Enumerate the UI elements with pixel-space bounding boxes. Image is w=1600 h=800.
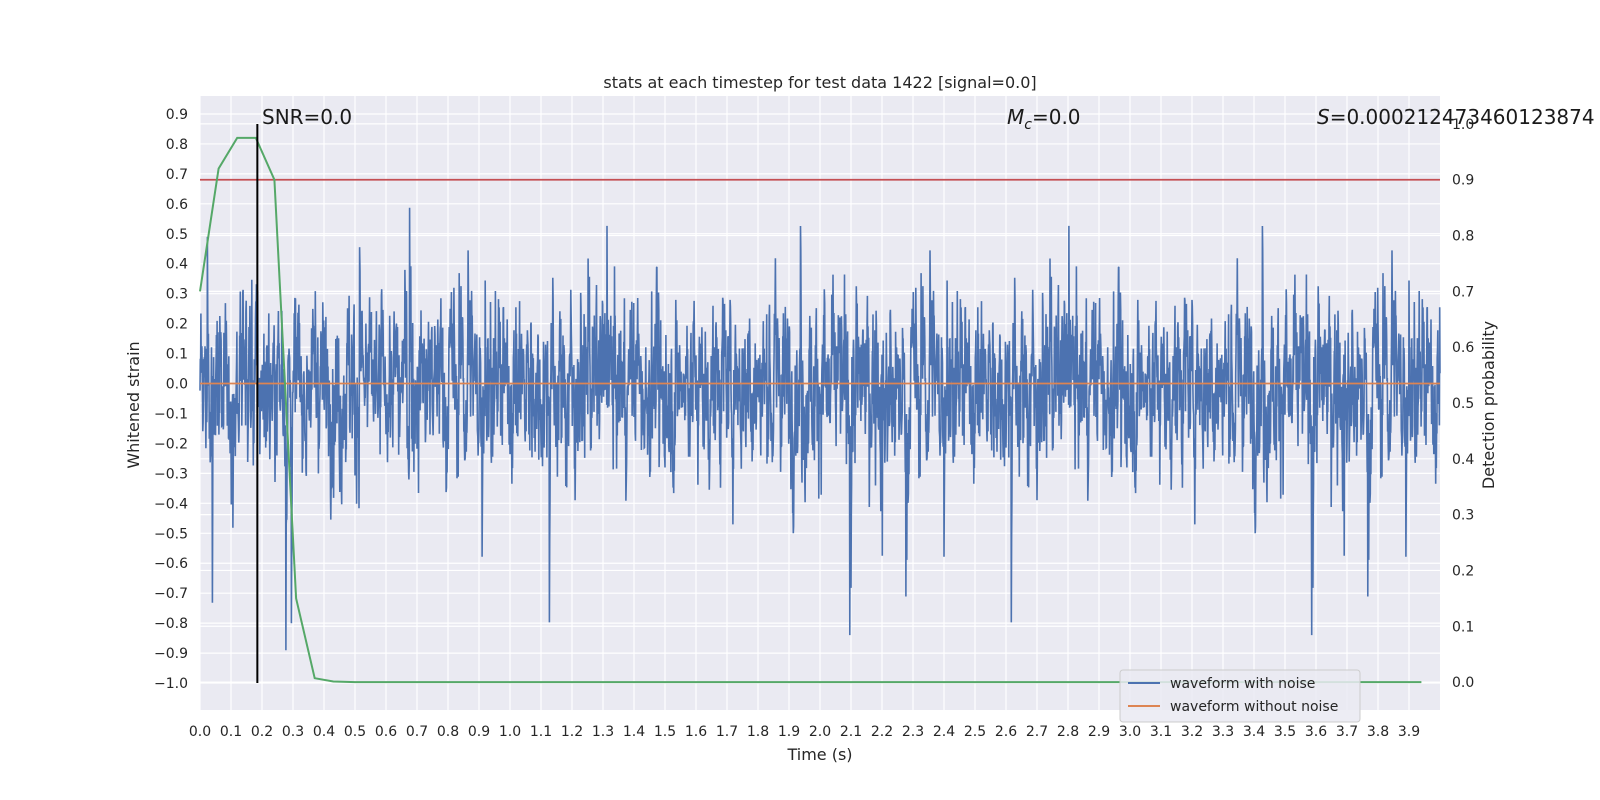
x-tick-label: 1.9: [778, 724, 800, 740]
x-tick-label: 3.8: [1367, 724, 1389, 740]
x-tick-label: 3.3: [1212, 724, 1234, 740]
y-tick-label: −0.1: [154, 406, 188, 422]
y2-tick-label: 0.2: [1452, 563, 1474, 579]
s-annotation: S=0.00021247346012387​4: [1317, 105, 1595, 129]
y-tick-label: −0.4: [154, 496, 188, 512]
series-waveform-with-noise: [199, 207, 1441, 651]
y-tick-label: 0.7: [166, 167, 188, 183]
x-axis-ticks: 0.0 0.1 0.2 0.3 0.4 0.5 0.6 0.7 0.8 0.9 1.0 1.1 1.2 1…: [189, 724, 1420, 740]
x-tick-label: 0.7: [406, 724, 428, 740]
y-axis-title: Whitened strain: [124, 341, 143, 468]
chart-title: stats at each timestep for test data 142…: [603, 73, 1036, 92]
noise-line: [199, 207, 1441, 651]
x-tick-label: 0.0: [189, 724, 211, 740]
y2-tick-label: 0.8: [1452, 229, 1474, 245]
x-tick-label: 3.5: [1274, 724, 1296, 740]
legend-label-clean: waveform without noise: [1170, 699, 1338, 715]
x-tick-label: 2.7: [1026, 724, 1048, 740]
mc-subscript: c: [1024, 117, 1032, 133]
y2-tick-label: 0.6: [1452, 340, 1474, 356]
legend-label-noise: waveform with noise: [1170, 676, 1315, 692]
y-tick-label: −1.0: [154, 676, 188, 692]
y-tick-label: 0.9: [166, 107, 188, 123]
x-tick-label: 2.8: [1057, 724, 1079, 740]
y2-tick-label: 1.0: [1452, 117, 1474, 133]
y-tick-label: 0.6: [166, 197, 188, 213]
y-tick-label: 0.1: [166, 347, 188, 363]
y-tick-label: 0.3: [166, 287, 188, 303]
x-tick-label: 3.0: [1119, 724, 1141, 740]
x-tick-label: 1.2: [561, 724, 583, 740]
x-tick-label: 2.9: [1088, 724, 1110, 740]
x-tick-label: 1.1: [530, 724, 552, 740]
x-tick-label: 3.1: [1150, 724, 1172, 740]
y2-tick-label: 0.7: [1452, 284, 1474, 300]
series-detection-probability: [199, 136, 1422, 684]
x-tick-label: 0.1: [220, 724, 242, 740]
x-tick-label: 2.1: [840, 724, 862, 740]
x-axis-title: Time (s): [786, 745, 852, 764]
x-tick-label: 2.4: [933, 724, 955, 740]
y2-tick-label: 0.1: [1452, 619, 1474, 635]
mc-annotation: Mc=0.0: [1007, 105, 1081, 133]
snr-annotation: SNR=0.0: [262, 105, 352, 129]
y-tick-label: 0.5: [166, 227, 188, 243]
y-tick-label: −0.5: [154, 526, 188, 542]
x-tick-label: 3.2: [1181, 724, 1203, 740]
s-value: =0.00021247346012387​4: [1330, 105, 1595, 129]
y-tick-label: −0.9: [154, 646, 188, 662]
legend-box: [1119, 669, 1361, 723]
y2-axis-title: Detection probability: [1479, 321, 1498, 489]
y-tick-label: −0.7: [154, 586, 188, 602]
x-tick-label: 2.0: [809, 724, 831, 740]
mc-value: =0.0: [1032, 105, 1081, 129]
y2-axis-ticks: 1.0 0.9 0.8 0.7 0.6 0.5 0.4 0.3 0.2 0.1 0.0: [1452, 117, 1474, 691]
mc-symbol: M: [1007, 105, 1024, 129]
x-tick-label: 1.5: [654, 724, 676, 740]
x-tick-label: 0.2: [251, 724, 273, 740]
x-tick-label: 0.6: [375, 724, 397, 740]
x-tick-label: 2.2: [871, 724, 893, 740]
x-tick-label: 2.3: [902, 724, 924, 740]
x-tick-label: 2.6: [995, 724, 1017, 740]
y2-tick-label: 0.9: [1452, 173, 1474, 189]
y2-tick-label: 0.0: [1452, 675, 1474, 691]
probability-line: [199, 136, 1422, 684]
x-tick-label: 3.6: [1305, 724, 1327, 740]
x-tick-label: 3.9: [1398, 724, 1420, 740]
y-tick-label: 0.0: [166, 377, 188, 393]
y-axis-ticks: 0.9 0.8 0.7 0.6 0.5 0.4 0.3 0.2 0.1 0.0 −0.1 −0.2 −0…: [154, 107, 188, 692]
x-tick-label: 3.7: [1336, 724, 1358, 740]
legend: waveform with noise waveform without noi…: [1119, 669, 1361, 723]
x-tick-label: 1.3: [592, 724, 614, 740]
y2-tick-label: 0.5: [1452, 396, 1474, 412]
s-symbol: S: [1317, 105, 1330, 129]
x-tick-label: 2.5: [964, 724, 986, 740]
y2-tick-label: 0.3: [1452, 508, 1474, 524]
x-tick-label: 1.8: [747, 724, 769, 740]
y-tick-label: 0.8: [166, 137, 188, 153]
y-tick-label: −0.6: [154, 556, 188, 572]
x-tick-label: 1.7: [716, 724, 738, 740]
y-tick-label: −0.8: [154, 616, 188, 632]
x-tick-label: 1.6: [685, 724, 707, 740]
x-tick-label: 1.0: [499, 724, 521, 740]
x-tick-label: 0.9: [468, 724, 490, 740]
y-tick-label: 0.2: [166, 317, 188, 333]
y2-tick-label: 0.4: [1452, 452, 1474, 468]
x-tick-label: 0.4: [313, 724, 335, 740]
x-tick-label: 0.3: [282, 724, 304, 740]
x-tick-label: 0.5: [344, 724, 366, 740]
x-tick-label: 1.4: [623, 724, 645, 740]
x-tick-label: 3.4: [1243, 724, 1265, 740]
y-tick-label: −0.3: [154, 466, 188, 482]
y-tick-label: −0.2: [154, 436, 188, 452]
x-tick-label: 0.8: [437, 724, 459, 740]
y-tick-label: 0.4: [166, 257, 188, 273]
